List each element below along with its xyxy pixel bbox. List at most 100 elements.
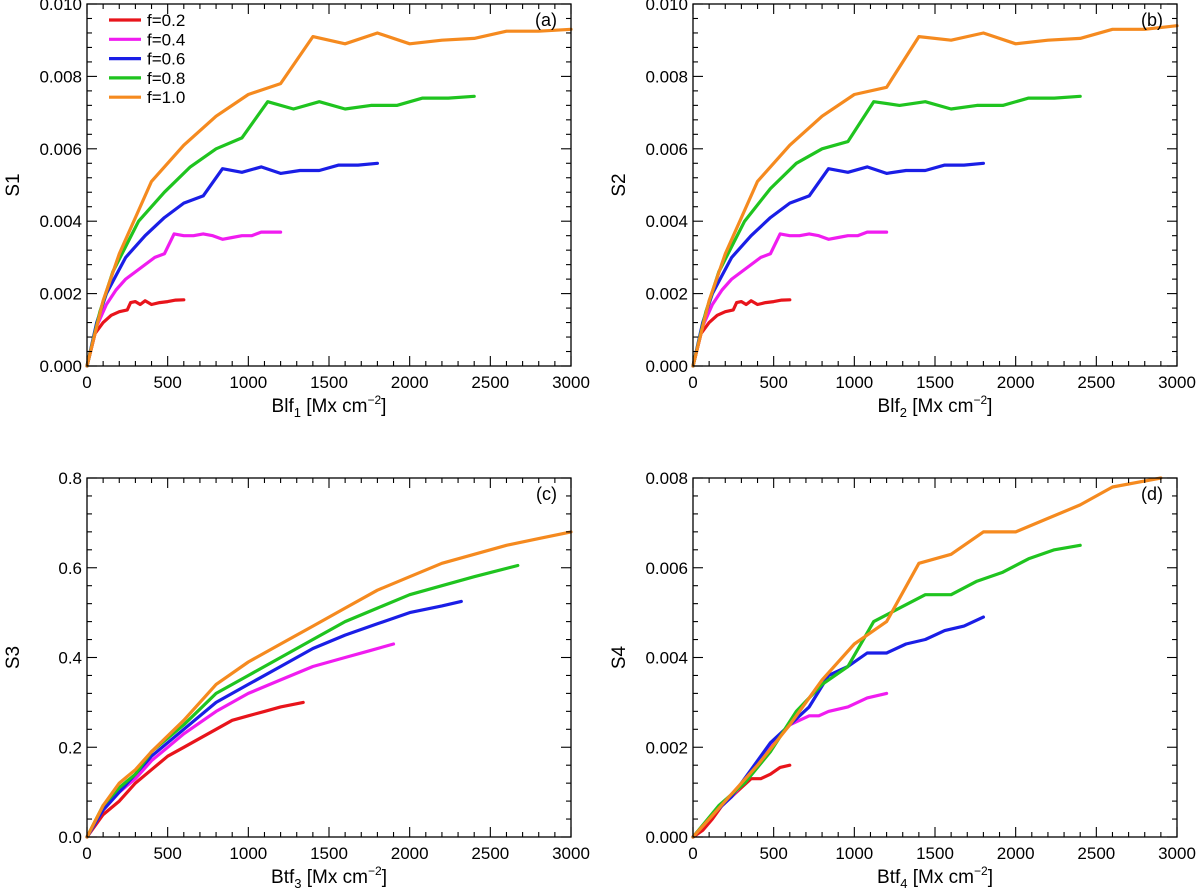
panel-c: 0 500 1000 1500 2000 2500 3000 0.0 0.2 0.4 0.6 0.8 (… (3, 469, 590, 891)
x-tick-label: 2500 (1077, 373, 1115, 392)
series-line-f=0.8 (85, 94, 476, 368)
panel-b: 0 500 1000 1500 2000 2500 3000 0.000 0.002 0.004 0… (609, 0, 1196, 420)
series-line-f=0.6 (691, 615, 986, 839)
x-tick-label: 0 (82, 844, 91, 863)
x-tick-label: 500 (759, 373, 787, 392)
y-tick-label: 0.006 (645, 140, 688, 159)
y-tick-label: 0.000 (645, 357, 688, 376)
series-group (85, 27, 573, 368)
y-tick-label: 0.006 (39, 140, 82, 159)
panel-label: (d) (1141, 484, 1163, 504)
y-tick-label: 0.004 (645, 212, 688, 231)
series-line-f=0.2 (85, 700, 305, 839)
x-tick-label: 2500 (471, 373, 509, 392)
series-line-f=0.2 (85, 298, 186, 368)
x-axis-label-unit-sup: −2 (974, 864, 988, 878)
x-axis-label-base: Blf (272, 396, 295, 417)
y-tick-label: 0.008 (645, 67, 688, 86)
x-tick-label: 2000 (997, 844, 1035, 863)
y-tick-label: 0.008 (39, 67, 82, 86)
x-axis-label-base: Btf (877, 867, 901, 888)
x-tick-label: 1500 (916, 373, 954, 392)
x-tick-label: 2500 (471, 844, 509, 863)
x-axis-label-unit-post: ] (988, 867, 993, 888)
x-axis-label-sub: 4 (900, 876, 907, 891)
series-line-f=1.0 (85, 530, 573, 839)
panel-label: (b) (1141, 10, 1163, 30)
x-axis-label-sub: 1 (294, 405, 301, 420)
x-axis-label-unit-sup: −2 (367, 393, 381, 407)
x-axis-label: Btf4 [Mx cm−2] (877, 864, 993, 891)
series-group (85, 530, 573, 839)
x-axis-label-sub: 3 (294, 876, 301, 891)
legend-label: f=0.8 (147, 69, 185, 88)
x-axis-label: Blf1 [Mx cm−2] (272, 393, 387, 420)
y-tick-label: 0.002 (645, 738, 688, 757)
y-axis-label: S1 (3, 173, 24, 196)
x-axis-label: Blf2 [Mx cm−2] (878, 393, 993, 420)
x-tick-label: 3000 (552, 844, 590, 863)
x-tick-label: 1500 (310, 373, 348, 392)
x-tick-label: 0 (688, 844, 697, 863)
x-axis-label-base: Btf (271, 867, 295, 888)
x-tick-label: 500 (153, 373, 181, 392)
y-tick-label: 0.000 (39, 357, 82, 376)
x-tick-label: 2000 (997, 373, 1035, 392)
y-tick-label: 0.6 (58, 559, 82, 578)
x-axis-label-unit-post: ] (381, 396, 386, 417)
x-axis-label-unit-post: ] (987, 396, 992, 417)
legend: f=0.2f=0.4f=0.6f=0.8f=1.0 (109, 11, 185, 107)
x-tick-label: 500 (153, 844, 181, 863)
x-tick-label: 2500 (1077, 844, 1115, 863)
series-line-f=1.0 (691, 476, 1163, 839)
x-tick-label: 1500 (916, 844, 954, 863)
panel-label: (c) (536, 484, 557, 504)
series-line-f=0.4 (691, 230, 889, 368)
panel-a: 0 500 1000 1500 2000 2500 3000 0.000 0.002 0.004 0… (3, 0, 590, 420)
y-tick-label: 0.2 (58, 738, 82, 757)
x-tick-label: 1000 (229, 373, 267, 392)
x-tick-label: 500 (759, 844, 787, 863)
series-line-f=0.6 (85, 161, 379, 368)
x-axis-label-unit-pre: [Mx cm (907, 396, 974, 417)
series-line-f=0.8 (691, 94, 1082, 368)
x-tick-label: 0 (82, 373, 91, 392)
series-line-f=0.6 (85, 599, 463, 839)
panel-label: (a) (535, 10, 557, 30)
panel-d: 0 500 1000 1500 2000 2500 3000 0.000 0.002 0.004 0… (609, 469, 1196, 891)
legend-label: f=0.2 (147, 11, 185, 30)
x-tick-label: 1000 (835, 373, 873, 392)
y-tick-label: 0.000 (645, 828, 688, 847)
legend-label: f=0.6 (147, 50, 185, 69)
series-group (691, 476, 1163, 839)
series-line-f=0.4 (85, 230, 283, 368)
x-tick-label: 3000 (1158, 373, 1196, 392)
x-tick-label: 1000 (229, 844, 267, 863)
y-tick-label: 0.0 (58, 828, 82, 847)
x-tick-label: 3000 (552, 373, 590, 392)
y-tick-label: 0.002 (645, 285, 688, 304)
series-line-f=0.8 (691, 543, 1082, 839)
x-axis-label-unit-sup: −2 (973, 393, 987, 407)
y-tick-label: 0.008 (645, 469, 688, 488)
x-tick-label: 1500 (310, 844, 348, 863)
y-tick-label: 0.002 (39, 285, 82, 304)
y-tick-label: 0.004 (645, 649, 688, 668)
x-axis-label-unit-post: ] (382, 867, 387, 888)
y-axis-label: S4 (609, 645, 630, 669)
y-tick-label: 0.004 (39, 212, 82, 231)
x-tick-label: 2000 (391, 844, 429, 863)
x-axis-label-unit-sup: −2 (368, 864, 382, 878)
x-axis-label: Btf3 [Mx cm−2] (271, 864, 387, 891)
y-tick-label: 0.010 (39, 0, 82, 14)
x-tick-label: 3000 (1158, 844, 1196, 863)
x-tick-label: 0 (688, 373, 697, 392)
x-axis-label-sub: 2 (900, 405, 907, 420)
x-axis-label-base: Blf (878, 396, 901, 417)
y-axis-label: S2 (609, 173, 630, 196)
x-axis-label-unit-pre: [Mx cm (908, 867, 975, 888)
series-group (691, 24, 1179, 368)
series-line-f=0.4 (85, 642, 396, 839)
plot-frame (86, 477, 572, 838)
